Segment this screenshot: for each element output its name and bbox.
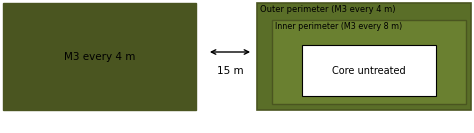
Text: 15 m: 15 m (217, 66, 243, 76)
Bar (272, 20, 466, 104)
Bar (257, 3, 471, 110)
Text: Core untreated: Core untreated (332, 65, 406, 76)
Bar (302, 45, 436, 96)
Bar (3, 3, 196, 110)
Text: Outer perimeter (M3 every 4 m): Outer perimeter (M3 every 4 m) (260, 5, 395, 14)
Text: M3 every 4 m: M3 every 4 m (64, 51, 135, 61)
Text: Inner perimeter (M3 every 8 m): Inner perimeter (M3 every 8 m) (275, 22, 402, 31)
